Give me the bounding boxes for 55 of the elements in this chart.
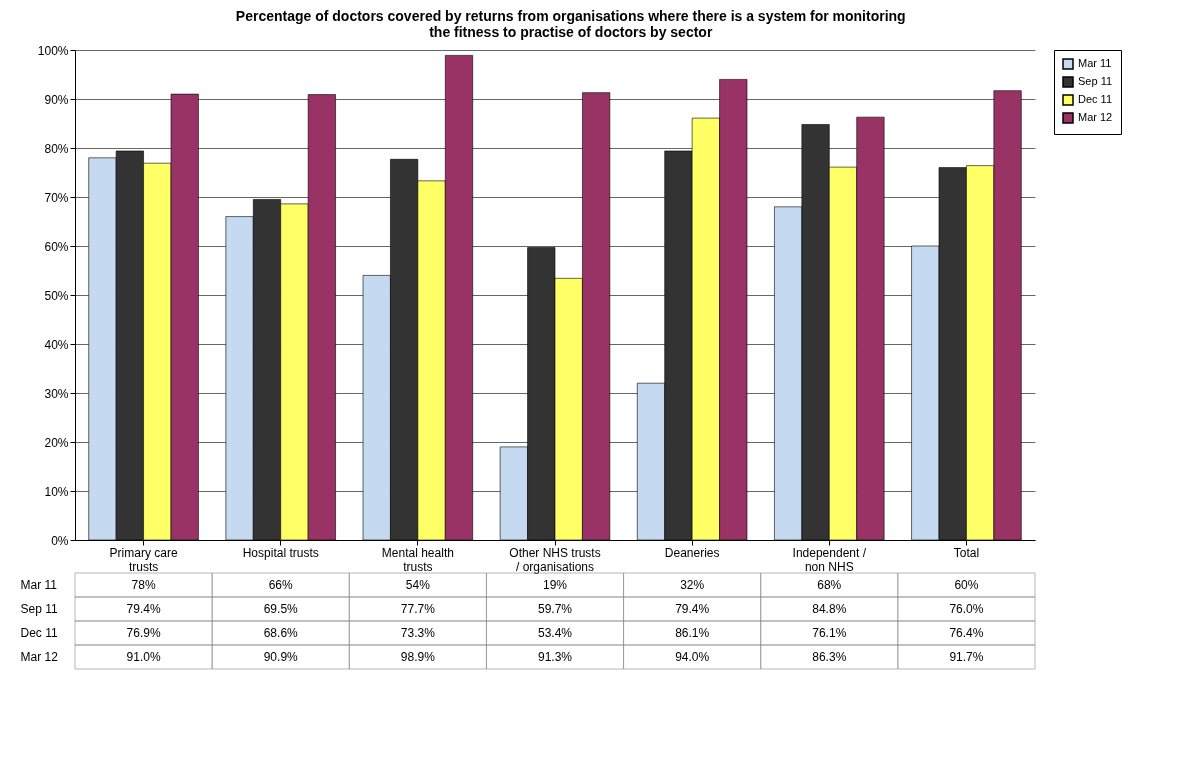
data-label: 76.1% — [812, 626, 847, 640]
data-label: 32% — [680, 578, 705, 592]
y-tick-label: 20% — [44, 435, 69, 450]
data-label: 98.9% — [400, 650, 436, 664]
data-label: 86.3% — [812, 650, 847, 664]
data-label: 69.5% — [263, 602, 299, 616]
legend-label: Mar 12 — [1078, 111, 1113, 123]
y-tick-label: 100% — [37, 43, 69, 58]
y-tick-label: 70% — [44, 190, 69, 205]
data-label: 53.4% — [537, 626, 573, 640]
y-tick-label: 10% — [44, 484, 69, 499]
x-tick-label: Mental health trusts — [381, 545, 454, 574]
y-tick-label: 40% — [44, 337, 69, 352]
data-label: 76.9% — [126, 626, 161, 640]
legend-label: Dec 11 — [1078, 93, 1113, 105]
data-label: 76.0% — [949, 602, 984, 616]
data-label: 68% — [817, 578, 842, 592]
data-label: 54% — [405, 578, 431, 592]
data-label: 91.0% — [126, 650, 161, 664]
x-tick-label: Hospital trusts — [242, 545, 319, 560]
data-label: 60% — [954, 578, 979, 592]
data-label: 19% — [542, 578, 568, 592]
y-tick-label: 30% — [44, 386, 69, 401]
text: Dec 11 — [20, 626, 58, 640]
x-tick-label: Total — [953, 545, 980, 560]
data-label: 90.9% — [263, 650, 299, 664]
x-tick-label: Other NHS trusts / organisations — [509, 545, 601, 574]
y-tick-label: 80% — [44, 141, 69, 156]
data-label: 78% — [131, 578, 156, 592]
legend-label: Mar 11 — [1078, 57, 1112, 69]
x-tick-label: Primary care trusts — [109, 545, 178, 574]
data-label: 76.4% — [949, 626, 984, 640]
data-label: 66% — [268, 578, 294, 592]
text: Sep 11 — [20, 602, 58, 616]
data-label: 79.4% — [675, 602, 710, 616]
chart-title: Percentage of doctors covered by returns from organisations where there is a system for monitoring the fitness to practise of doctors by sector — [235, 8, 906, 40]
data-label: 84.8% — [812, 602, 847, 616]
data-label: 91.7% — [949, 650, 984, 664]
data-label: 77.7% — [400, 602, 436, 616]
x-tick-label: Deaneries — [664, 545, 720, 560]
y-tick-label: 50% — [44, 288, 69, 303]
text: Mar 12 — [20, 650, 58, 664]
y-tick-label: 60% — [44, 239, 69, 254]
text: Mar 11 — [20, 578, 57, 592]
data-label: 79.4% — [126, 602, 161, 616]
x-tick-label: Independent / non NHS — [792, 545, 867, 574]
legend-label: Sep 11 — [1078, 75, 1113, 87]
data-label: 94.0% — [675, 650, 710, 664]
data-label: 73.3% — [400, 626, 436, 640]
data-label: 91.3% — [537, 650, 573, 664]
y-tick-label: 90% — [44, 92, 69, 107]
data-label: 59.7% — [537, 602, 573, 616]
data-label: 68.6% — [263, 626, 299, 640]
data-label: 86.1% — [675, 626, 710, 640]
y-tick-label: 0% — [51, 533, 69, 548]
